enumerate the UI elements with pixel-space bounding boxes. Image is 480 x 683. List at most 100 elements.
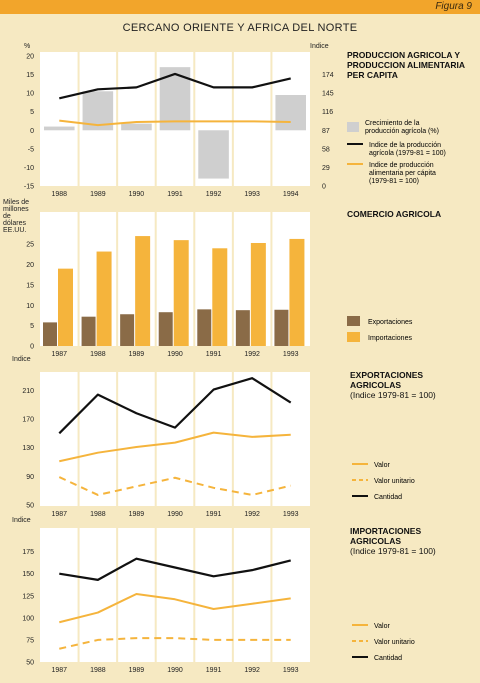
left-axis-unit: EE.UU. (3, 227, 26, 234)
x-tick-label: 1992 (244, 351, 260, 358)
x-tick-label: 1991 (167, 191, 183, 198)
y-tick-label-left: 170 (22, 417, 34, 424)
legend-label: Cantidad (374, 655, 402, 662)
left-axis-unit: Miles de (3, 199, 29, 206)
x-tick-label: 1991 (206, 667, 222, 674)
left-axis-unit: % (24, 43, 30, 50)
y-tick-label-right: 0 (322, 184, 326, 191)
right-axis-unit: Indice (310, 43, 329, 50)
legend-label: alimentaria per cápita (369, 170, 436, 177)
agri-production-index-line (59, 72, 291, 100)
left-axis-unit: millones (3, 206, 29, 213)
x-tick-label: 1989 (129, 511, 145, 518)
import-bar (58, 268, 73, 346)
x-tick-label: 1987 (51, 511, 67, 518)
y-tick-label-right: 87 (322, 128, 330, 135)
export-bar (197, 309, 212, 346)
y-tick-label-right: 174 (322, 72, 334, 79)
series-line-valor (59, 592, 291, 624)
y-tick-label-left: 15 (26, 72, 34, 79)
y-tick-label-left: 10 (26, 303, 34, 310)
series-line-valor (59, 431, 291, 463)
chart-title: AGRICOLAS (350, 536, 401, 546)
y-tick-label-left: 210 (22, 388, 34, 395)
chart-title: IMPORTACIONES (350, 526, 421, 536)
legend-label: Cantidad (374, 494, 402, 501)
y-tick-label-left: 125 (22, 593, 34, 600)
y-tick-label-left: 10 (26, 91, 34, 98)
import-bar (250, 242, 266, 346)
y-tick-label-left: -5 (28, 146, 34, 153)
growth-bar (121, 123, 152, 131)
left-axis-unit: dólares (3, 220, 26, 227)
y-tick-label-left: 15 (26, 282, 34, 289)
y-tick-label-right: 145 (322, 91, 334, 98)
legend-label: Valor unitario (374, 639, 415, 646)
legend-label: Importaciones (368, 335, 412, 342)
x-tick-label: 1992 (244, 667, 260, 674)
x-tick-label: 1994 (283, 191, 299, 198)
chart-panel-4 (40, 528, 310, 662)
legend-label: producción agrícola (%) (365, 128, 439, 135)
legend-label: (1979-81 = 100) (369, 178, 419, 185)
chart-title: PER CAPITA (347, 70, 398, 80)
x-tick-label: 1990 (129, 191, 145, 198)
legend-label: Indice de producción (369, 162, 434, 169)
y-tick-label-left: 90 (26, 474, 34, 481)
y-tick-label-left: 0 (30, 344, 34, 351)
x-tick-label: 1993 (244, 191, 260, 198)
y-tick-label-left: 130 (22, 445, 34, 452)
chart-title: COMERCIO AGRICOLA (347, 209, 441, 219)
y-tick-label-left: 175 (22, 549, 34, 556)
x-tick-label: 1990 (167, 667, 183, 674)
left-axis-unit: Indice (12, 356, 31, 363)
x-tick-label: 1990 (167, 351, 183, 358)
import-bar (173, 240, 189, 346)
y-tick-label-left: -10 (24, 165, 34, 172)
x-tick-label: 1992 (206, 191, 222, 198)
chart-subtitle: (Indice 1979-81 = 100) (350, 390, 436, 400)
y-tick-label-left: 50 (26, 660, 34, 667)
x-tick-label: 1990 (167, 511, 183, 518)
y-tick-label-left: 100 (22, 615, 34, 622)
growth-bar (275, 95, 306, 131)
y-tick-label-left: 150 (22, 571, 34, 578)
x-tick-label: 1989 (90, 191, 106, 198)
legend-label: Indice de la producción (369, 142, 441, 149)
chart-title: PRODUCCION AGRICOLA Y (347, 50, 460, 60)
x-tick-label: 1987 (51, 667, 67, 674)
x-tick-label: 1992 (244, 511, 260, 518)
y-tick-label-left: 5 (30, 109, 34, 116)
x-tick-label: 1988 (90, 351, 106, 358)
y-tick-label-left: 0 (30, 128, 34, 135)
y-tick-label-left: 20 (26, 54, 34, 61)
x-tick-label: 1988 (51, 191, 67, 198)
import-bar (96, 251, 112, 346)
export-bar (81, 316, 96, 346)
x-tick-label: 1991 (206, 511, 222, 518)
series-line-cantidad (58, 377, 292, 435)
import-bar (212, 248, 228, 346)
figure-label: Figura 9 (435, 1, 472, 12)
import-bar (135, 236, 151, 346)
y-tick-label-left: -15 (24, 184, 34, 191)
y-tick-label-left: 25 (26, 242, 34, 249)
x-tick-label: 1988 (90, 511, 106, 518)
export-bar (235, 310, 250, 346)
legend-label: agrícola (1979-81 = 100) (369, 150, 446, 157)
export-bar (274, 309, 289, 346)
growth-bar (44, 126, 75, 131)
y-tick-label-left: 5 (30, 323, 34, 330)
chart-title: PRODUCCION ALIMENTARIA (347, 60, 465, 70)
x-tick-label: 1993 (283, 511, 299, 518)
legend-label: Valor (374, 462, 390, 469)
x-tick-label: 1989 (129, 351, 145, 358)
import-bar (289, 238, 305, 346)
chart-subtitle: (Indice 1979-81 = 100) (350, 546, 436, 556)
x-tick-label: 1987 (51, 351, 67, 358)
y-tick-label-left: 75 (26, 637, 34, 644)
figure-header-bar (0, 0, 480, 14)
legend-label: Valor unitario (374, 478, 415, 485)
export-bar (120, 314, 135, 346)
